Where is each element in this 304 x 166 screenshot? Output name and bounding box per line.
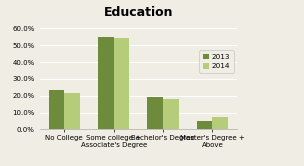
Bar — [64, 93, 80, 129]
Bar — [212, 117, 228, 129]
Title: Education: Education — [104, 6, 173, 19]
Bar — [114, 39, 130, 129]
Bar — [98, 37, 114, 129]
Bar — [147, 97, 163, 129]
Legend: 2013, 2014: 2013, 2014 — [199, 50, 233, 73]
Bar — [49, 90, 64, 129]
Bar — [163, 99, 179, 129]
Bar — [197, 121, 212, 129]
